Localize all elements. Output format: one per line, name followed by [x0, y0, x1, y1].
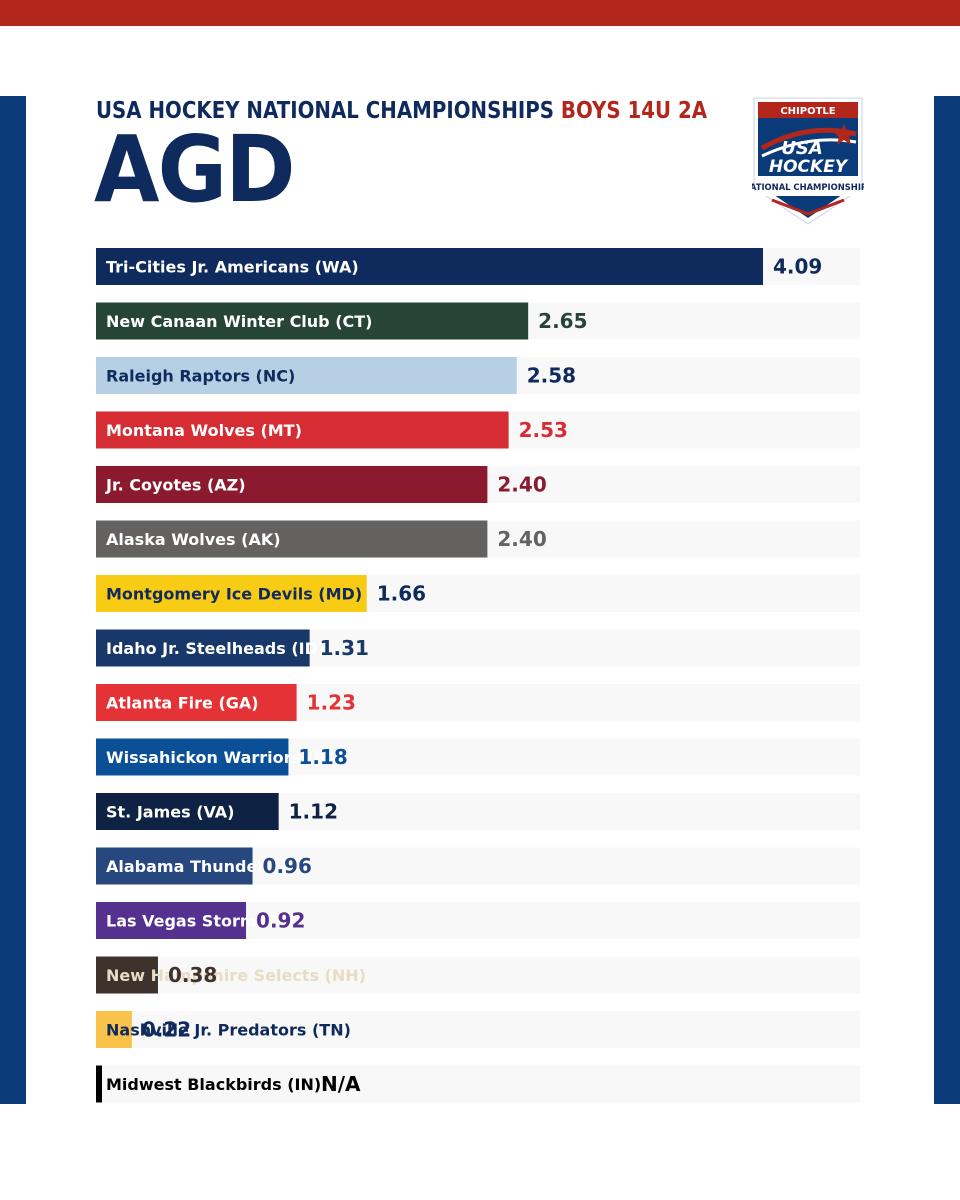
bar: [96, 466, 488, 503]
bar: [96, 793, 279, 830]
bar: [96, 248, 763, 285]
logo-sponsor-text: CHIPOTLE: [780, 106, 835, 117]
bar-value-label: 4.09: [773, 255, 822, 279]
star-icon: [833, 124, 855, 145]
bar-row: St. James (VA) 1.12: [96, 793, 860, 830]
championship-name: USA HOCKEY NATIONAL CHAMPIONSHIPS: [96, 98, 554, 124]
bar-value-label: 1.66: [377, 582, 426, 606]
bar-value-label: 0.38: [168, 963, 217, 987]
bar-row: Idaho Jr. Steelheads (ID)1.31: [96, 629, 860, 667]
bar-label: Las Vegas Storm (NV): [106, 912, 302, 931]
bar-value-label: 2.40: [497, 473, 546, 497]
bar-label: Atlanta Fire (GA): [106, 694, 259, 713]
logo-subtitle: NATIONAL CHAMPIONSHIPS: [752, 182, 864, 192]
bar: [96, 738, 289, 776]
bar-label: Alabama Thunder (AL): [106, 857, 308, 876]
bar-value-label: 0.92: [256, 909, 305, 933]
bar-row: Wissahickon Warriors (PA)1.18: [96, 738, 860, 776]
bar-value-label: 2.40: [497, 527, 546, 551]
bar-value-label: N/A: [321, 1072, 361, 1096]
bar-value-label: 1.31: [320, 636, 369, 660]
bar-label: New Canaan Winter Club (CT): [106, 312, 372, 331]
bar: [96, 575, 367, 612]
logo-brand-bottom: HOCKEY: [769, 157, 849, 177]
bar: [96, 684, 297, 721]
bar-label: Idaho Jr. Steelheads (ID): [106, 639, 325, 658]
bar-value-label: 2.65: [538, 309, 587, 333]
bar-value-label: 1.18: [298, 745, 347, 769]
bar: [96, 411, 509, 449]
bar-value-label: 2.53: [519, 418, 568, 442]
bar: [96, 302, 529, 340]
bar-label: Jr. Coyotes (AZ): [105, 476, 246, 495]
bar-row: Montana Wolves (MT) 2.53: [96, 411, 860, 449]
bar-label: Wissahickon Warriors (PA): [106, 748, 344, 767]
bar-row: Alaska Wolves (AK) 2.40: [96, 520, 860, 558]
championship-header: USA HOCKEY NATIONAL CHAMPIONSHIPS BOYS 1…: [96, 98, 707, 124]
right-frame-bar: [934, 96, 960, 1104]
bar-row: Atlanta Fire (GA) 1.23: [96, 684, 860, 721]
logo-brand-top: USA: [781, 138, 823, 159]
left-frame-bar: [0, 96, 26, 1104]
bar-row: Las Vegas Storm (NV)0.92: [96, 902, 860, 939]
bar-row: Raleigh Raptors (NC) 2.58: [96, 357, 860, 394]
bar-label: Montgomery Ice Devils (MD): [106, 585, 362, 604]
top-accent-band: [0, 0, 960, 26]
bar-row: New Hampshire Selects (NH)0.38: [96, 956, 860, 994]
bar-row: New Canaan Winter Club (CT) 2.65: [96, 302, 860, 340]
bar-value-label: 2.58: [527, 364, 576, 388]
bar-label: Alaska Wolves (AK): [106, 530, 281, 549]
bar: [96, 629, 310, 667]
bar: [96, 956, 158, 994]
bar-label: Tri-Cities Jr. Americans (WA): [106, 258, 359, 277]
bar: [96, 902, 247, 939]
bar-track: [96, 956, 860, 994]
bar-row: Jr. Coyotes (AZ) 2.40: [96, 466, 860, 503]
bar-label: Montana Wolves (MT): [106, 421, 302, 440]
bar-row: Montgomery Ice Devils (MD) 1.66: [96, 575, 860, 612]
bar-value-label: 0.96: [263, 854, 312, 878]
bar-row: Nashville Jr. Predators (TN)0.22: [96, 1011, 860, 1048]
bar-label: Midwest Blackbirds (IN): [106, 1075, 321, 1094]
usa-hockey-championships-logo: CHIPOTLE USA HOCKEY NATIONAL CHAMPIONSHI…: [752, 97, 864, 225]
bar-row: Alabama Thunder (AL)0.96: [96, 847, 860, 885]
bar-value-label: 1.12: [289, 800, 338, 824]
division-name: BOYS 14U 2A: [560, 98, 708, 124]
bar-track: [96, 1011, 860, 1048]
bar-label: Raleigh Raptors (NC): [106, 367, 295, 386]
bar: [96, 520, 488, 558]
bar-value-label: 0.22: [142, 1018, 191, 1042]
bar-label: New Hampshire Selects (NH): [106, 966, 366, 985]
bar-label: St. James (VA): [106, 803, 235, 822]
bar: [96, 357, 517, 394]
bar: [96, 847, 253, 885]
bar-row: Tri-Cities Jr. Americans (WA) 4.09: [96, 248, 860, 285]
bar-row: Midwest Blackbirds (IN) N/A: [96, 1065, 860, 1103]
bar: [96, 1065, 102, 1103]
bar-value-label: 1.23: [307, 691, 356, 715]
bar: [96, 1011, 132, 1048]
bar-track: [96, 1065, 860, 1103]
bar-label: Nashville Jr. Predators (TN): [106, 1021, 351, 1040]
page-title: AGD: [94, 116, 296, 223]
